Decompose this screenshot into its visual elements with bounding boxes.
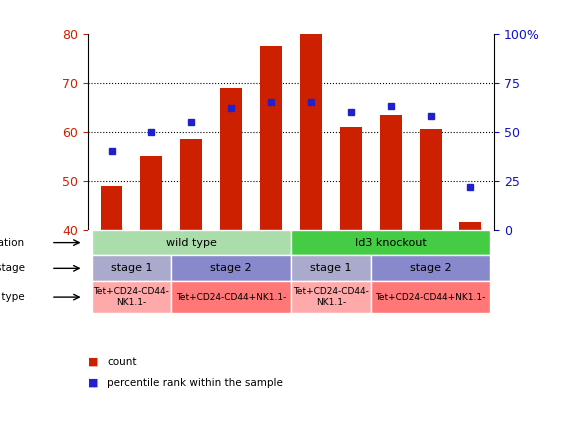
Bar: [420, 129, 441, 230]
Bar: [459, 222, 481, 230]
Bar: [371, 255, 490, 281]
Bar: [300, 34, 322, 230]
Bar: [291, 230, 490, 255]
Text: count: count: [107, 357, 137, 367]
Text: wild type: wild type: [166, 238, 217, 247]
Text: Tet+CD24-CD44-
NK1.1-: Tet+CD24-CD44- NK1.1-: [94, 287, 170, 307]
Bar: [220, 88, 242, 230]
Text: genotype/variation: genotype/variation: [0, 238, 24, 247]
Bar: [180, 139, 202, 230]
Bar: [291, 255, 371, 281]
Bar: [380, 115, 402, 230]
Bar: [171, 255, 291, 281]
Bar: [92, 230, 291, 255]
Text: stage 1: stage 1: [111, 264, 152, 273]
Text: Id3 knockout: Id3 knockout: [355, 238, 427, 247]
Text: cell type: cell type: [0, 292, 24, 302]
Bar: [141, 156, 162, 230]
Bar: [371, 281, 490, 313]
Bar: [340, 127, 362, 230]
Text: stage 2: stage 2: [410, 264, 451, 273]
Bar: [171, 281, 291, 313]
Bar: [101, 186, 123, 230]
Text: Tet+CD24-CD44+NK1.1-: Tet+CD24-CD44+NK1.1-: [375, 293, 486, 302]
Bar: [92, 281, 171, 313]
Text: ■: ■: [88, 378, 98, 388]
Text: Tet+CD24-CD44+NK1.1-: Tet+CD24-CD44+NK1.1-: [176, 293, 286, 302]
Text: stage 1: stage 1: [310, 264, 351, 273]
Bar: [291, 281, 371, 313]
Bar: [260, 46, 282, 230]
Text: Tet+CD24-CD44-
NK1.1-: Tet+CD24-CD44- NK1.1-: [293, 287, 369, 307]
Text: ■: ■: [88, 357, 98, 367]
Text: stage 2: stage 2: [210, 264, 252, 273]
Bar: [92, 255, 171, 281]
Text: development stage: development stage: [0, 264, 24, 273]
Text: percentile rank within the sample: percentile rank within the sample: [107, 378, 283, 388]
